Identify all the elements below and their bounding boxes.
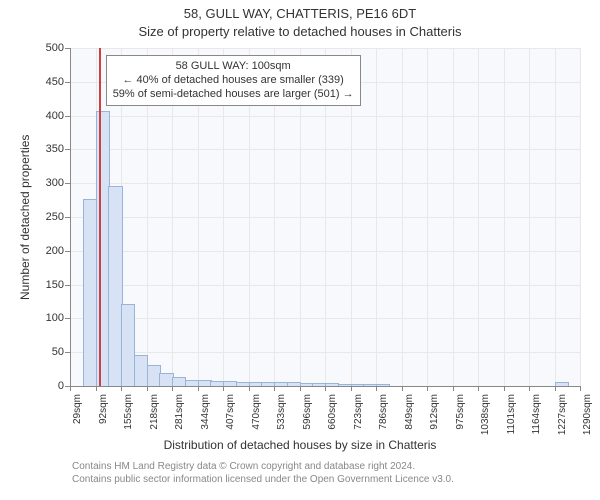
x-tick-label: 912sqm: [429, 394, 440, 444]
x-tick-label: 849sqm: [404, 394, 415, 444]
y-tick-label: 200: [36, 245, 64, 257]
y-axis: [70, 48, 71, 386]
footer-line: Contains public sector information licen…: [72, 473, 454, 486]
x-tick-label: 533sqm: [276, 394, 287, 444]
y-tick-label: 0: [36, 380, 64, 392]
y-tick-label: 300: [36, 177, 64, 189]
grid-line: [402, 48, 403, 386]
x-tick-label: 407sqm: [225, 394, 236, 444]
grid-line: [580, 48, 581, 386]
grid-line: [555, 48, 556, 386]
x-tick-label: 723sqm: [353, 394, 364, 444]
x-tick-label: 470sqm: [251, 394, 262, 444]
y-tick-label: 100: [36, 312, 64, 324]
histogram-bar: [376, 384, 390, 386]
x-tick-label: 1038sqm: [480, 394, 491, 444]
x-tick-label: 344sqm: [200, 394, 211, 444]
x-tick-label: 975sqm: [455, 394, 466, 444]
histogram-bar: [555, 382, 569, 386]
annotation-line: 58 GULL WAY: 100sqm: [113, 59, 354, 73]
y-tick-label: 150: [36, 279, 64, 291]
x-tick: [580, 386, 581, 391]
grid-line: [376, 48, 377, 386]
y-axis-label: Number of detached properties: [18, 135, 32, 300]
grid-line: [453, 48, 454, 386]
x-axis: [70, 386, 580, 387]
footer-line: Contains HM Land Registry data © Crown c…: [72, 460, 454, 473]
property-marker-line: [99, 48, 101, 386]
annotation-line: 59% of semi-detached houses are larger (…: [113, 87, 354, 101]
y-tick-label: 450: [36, 76, 64, 88]
y-tick-label: 250: [36, 211, 64, 223]
x-tick-label: 155sqm: [123, 394, 134, 444]
chart-container: 58, GULL WAY, CHATTERIS, PE16 6DT Size o…: [0, 0, 600, 500]
x-tick-label: 29sqm: [72, 394, 83, 444]
x-tick-label: 1101sqm: [506, 394, 517, 444]
x-tick-label: 596sqm: [302, 394, 313, 444]
chart-title-sub: Size of property relative to detached ho…: [0, 24, 600, 39]
x-tick-label: 218sqm: [149, 394, 160, 444]
y-tick-label: 350: [36, 143, 64, 155]
y-tick-label: 500: [36, 42, 64, 54]
chart-title-main: 58, GULL WAY, CHATTERIS, PE16 6DT: [0, 6, 600, 21]
annotation-box: 58 GULL WAY: 100sqm← 40% of detached hou…: [106, 55, 361, 106]
plot-area: 58 GULL WAY: 100sqm← 40% of detached hou…: [70, 48, 580, 386]
x-tick-label: 660sqm: [327, 394, 338, 444]
grid-line: [504, 48, 505, 386]
x-tick-label: 1227sqm: [557, 394, 568, 444]
grid-line: [529, 48, 530, 386]
x-tick-label: 92sqm: [98, 394, 109, 444]
x-tick-label: 786sqm: [378, 394, 389, 444]
y-tick-label: 50: [36, 346, 64, 358]
x-tick-label: 1290sqm: [582, 394, 593, 444]
y-tick-label: 400: [36, 110, 64, 122]
footer-note: Contains HM Land Registry data © Crown c…: [72, 460, 454, 486]
x-tick-label: 281sqm: [174, 394, 185, 444]
grid-line: [427, 48, 428, 386]
x-tick-label: 1164sqm: [531, 394, 542, 444]
grid-line: [478, 48, 479, 386]
annotation-line: ← 40% of detached houses are smaller (33…: [113, 73, 354, 87]
